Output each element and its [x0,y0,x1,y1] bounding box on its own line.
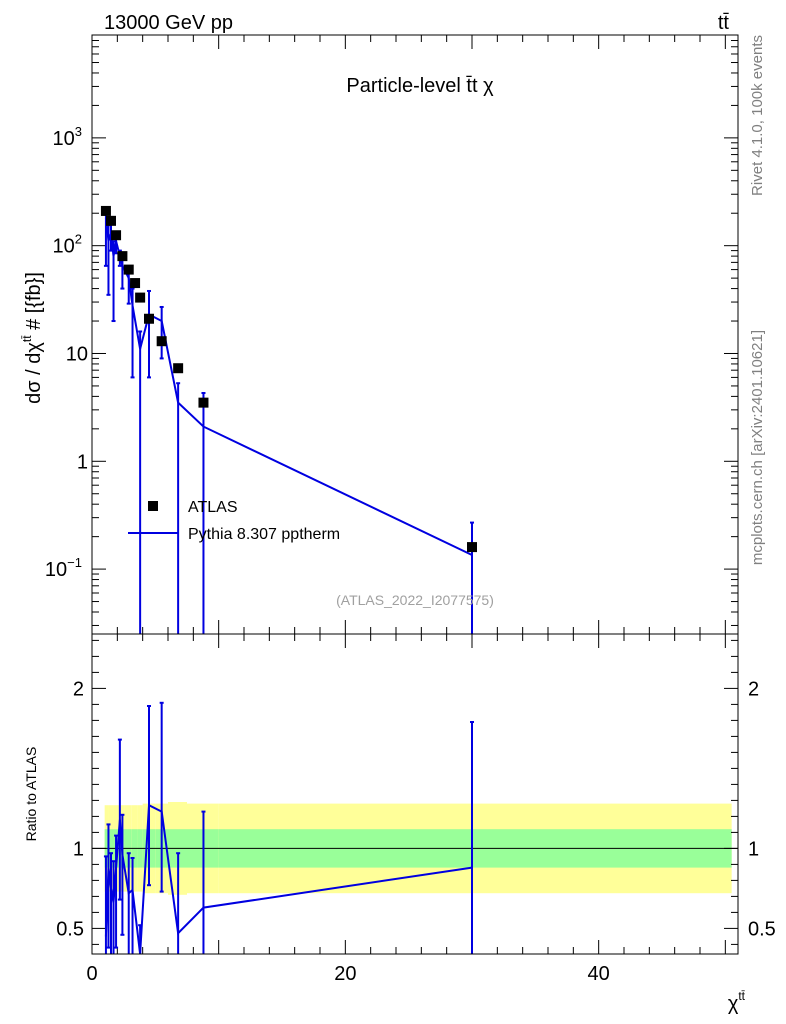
rivet-version-label: Rivet 4.1.0, 100k events [749,35,766,196]
main-y-tick-label-exponent: 3 [75,124,82,139]
legend: ATLAS Pythia 8.307 pptherm [128,499,340,543]
main-y-tick-label-exponent: 2 [75,232,82,247]
ratio-y-tick-label-right: 0.5 [748,918,776,940]
ratio-y-axis-label: Ratio to ATLAS [23,747,39,842]
main-y-tick-label-exponent: −1 [67,555,82,570]
atlas-data-point [123,264,134,275]
atlas-data-point [467,542,477,553]
atlas-data-point [106,215,116,226]
main-y-tick-label-base: 10 [53,236,75,258]
atlas-data-point [156,336,167,347]
legend-atlas-marker [148,501,158,511]
process-label: tt̄ [718,12,730,34]
main-y-tick-label-base: 10 [45,559,67,581]
legend-pythia-label: Pythia 8.307 pptherm [188,526,340,543]
ratio-plot: 0 20 40 0.5 0.5 1 1 2 2 Ratio to ATLAS χtt̄ [23,633,776,1015]
atlas-data-point [100,205,111,216]
energy-label: 13000 GeV pp [104,12,233,34]
main-y-tick-label: 10 [66,343,88,365]
main-y-axis-label-sup: tt̄ [20,335,34,342]
ratio-plot-frame [91,633,739,955]
atlas-data-point [117,251,128,262]
atlas-data-point [130,278,141,289]
ratio-y-tick-label-right: 1 [748,838,759,860]
main-y-tick-label: 102 [53,232,82,258]
main-plot-title: Particle-level t̄t χ [346,75,494,97]
main-y-tick-label-base: 10 [53,128,75,150]
main-y-axis-label-tail: # [{fb}] [23,272,45,335]
x-tick-label: 0 [86,963,97,985]
main-plot-frame [91,34,739,635]
atlas-data-point [173,363,184,374]
x-tick-label: 20 [334,963,356,985]
mcplots-credit-label: mcplots.cern.ch [arXiv:2401.10621] [749,330,766,565]
atlas-data-point [144,313,154,324]
atlas-data-point [135,292,146,303]
main-y-tick-label: 1 [77,451,88,473]
ratio-y-tick-label: 2 [73,678,84,700]
main-y-axis-label-main: dσ / dχ [23,342,45,404]
mc-line [104,218,473,556]
ratio-y-tick-label: 0.5 [56,918,84,940]
atlas-data-point [198,397,209,408]
x-axis-label: χtt̄ [728,989,746,1015]
main-y-tick-label: 10−1 [45,555,82,581]
ratio-y-tick-label: 1 [73,838,84,860]
analysis-watermark: (ATLAS_2022_I2077575) [336,592,494,608]
legend-atlas-label: ATLAS [188,499,238,516]
main-y-tick-label: 103 [53,124,82,150]
main-y-axis-label: dσ / dχtt̄ # [{fb}] [20,272,45,404]
x-tick-label: 40 [588,963,610,985]
x-axis-label-sup: tt̄ [738,989,745,1003]
ratio-y-tick-label-right: 2 [748,678,759,700]
atlas-data-point [111,230,122,241]
x-axis-label-main: χ [728,993,739,1015]
